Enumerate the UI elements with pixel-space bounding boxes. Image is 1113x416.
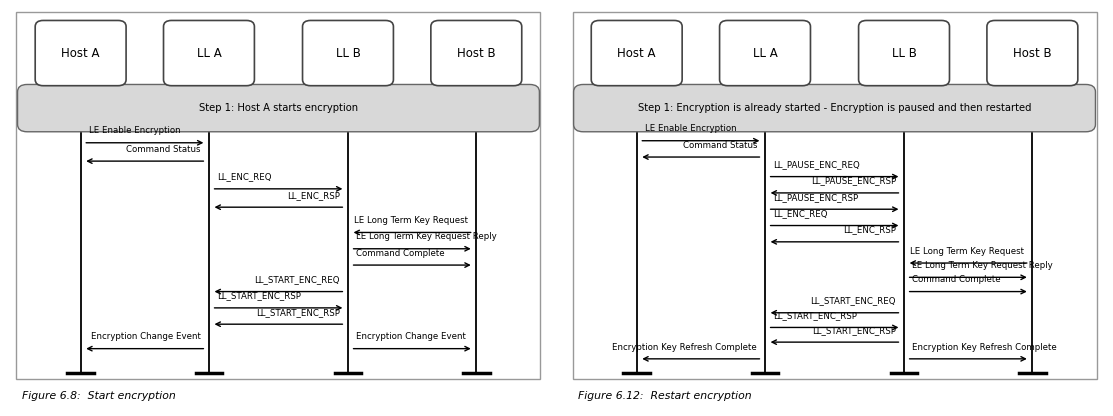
FancyBboxPatch shape (164, 20, 255, 86)
FancyBboxPatch shape (18, 84, 540, 132)
Text: LE Enable Encryption: LE Enable Encryption (644, 124, 737, 134)
FancyBboxPatch shape (36, 20, 126, 86)
Text: Encryption Change Event: Encryption Change Event (356, 332, 466, 341)
FancyBboxPatch shape (591, 20, 682, 86)
Text: LL B: LL B (892, 47, 916, 59)
Text: LE Long Term Key Request: LE Long Term Key Request (910, 247, 1024, 256)
Text: LL_START_ENC_RSP: LL_START_ENC_RSP (812, 326, 896, 335)
Text: LL_START_ENC_RSP: LL_START_ENC_RSP (217, 292, 301, 300)
FancyBboxPatch shape (720, 20, 810, 86)
Text: Encryption Key Refresh Complete: Encryption Key Refresh Complete (612, 342, 757, 352)
Text: LL_PAUSE_ENC_RSP: LL_PAUSE_ENC_RSP (774, 193, 858, 202)
Text: Command Status: Command Status (127, 145, 201, 154)
Text: LE Long Term Key Request Reply: LE Long Term Key Request Reply (356, 233, 496, 241)
Text: Figure 6.8:  Start encryption: Figure 6.8: Start encryption (22, 391, 176, 401)
Text: Host B: Host B (457, 47, 495, 59)
Text: LL_START_ENC_RSP: LL_START_ENC_RSP (774, 311, 857, 320)
Text: Step 1: Host A starts encryption: Step 1: Host A starts encryption (199, 103, 358, 113)
FancyBboxPatch shape (987, 20, 1077, 86)
Text: Host A: Host A (618, 47, 656, 59)
Text: LL_ENC_RSP: LL_ENC_RSP (844, 225, 896, 235)
Text: LL_START_ENC_REQ: LL_START_ENC_REQ (810, 297, 896, 305)
Text: Command Status: Command Status (682, 141, 757, 150)
Text: LL_ENC_REQ: LL_ENC_REQ (217, 173, 272, 181)
FancyBboxPatch shape (573, 84, 1095, 132)
Text: LE Long Term Key Request Reply: LE Long Term Key Request Reply (912, 261, 1053, 270)
Text: Figure 6.12:  Restart encryption: Figure 6.12: Restart encryption (578, 391, 751, 401)
Text: LL_ENC_RSP: LL_ENC_RSP (287, 191, 339, 200)
Text: LL_START_ENC_REQ: LL_START_ENC_REQ (255, 275, 339, 284)
Text: Command Complete: Command Complete (912, 275, 1001, 284)
Text: Host A: Host A (61, 47, 100, 59)
Text: Command Complete: Command Complete (356, 249, 444, 258)
Text: LE Long Term Key Request: LE Long Term Key Request (354, 216, 469, 225)
Text: LL_PAUSE_ENC_RSP: LL_PAUSE_ENC_RSP (811, 176, 896, 186)
Text: LL_START_ENC_RSP: LL_START_ENC_RSP (256, 308, 339, 317)
FancyBboxPatch shape (858, 20, 949, 86)
Text: LL A: LL A (752, 47, 777, 59)
Text: LL_PAUSE_ENC_REQ: LL_PAUSE_ENC_REQ (774, 160, 860, 169)
Text: LL_ENC_REQ: LL_ENC_REQ (774, 209, 828, 218)
Text: LL B: LL B (335, 47, 361, 59)
Text: Step 1: Encryption is already started - Encryption is paused and then restarted: Step 1: Encryption is already started - … (638, 103, 1032, 113)
Text: Encryption Key Refresh Complete: Encryption Key Refresh Complete (912, 342, 1057, 352)
Text: Encryption Change Event: Encryption Change Event (91, 332, 201, 341)
Text: LE Enable Encryption: LE Enable Encryption (89, 126, 180, 136)
Text: Host B: Host B (1013, 47, 1052, 59)
Text: LL A: LL A (197, 47, 221, 59)
FancyBboxPatch shape (303, 20, 393, 86)
FancyBboxPatch shape (431, 20, 522, 86)
